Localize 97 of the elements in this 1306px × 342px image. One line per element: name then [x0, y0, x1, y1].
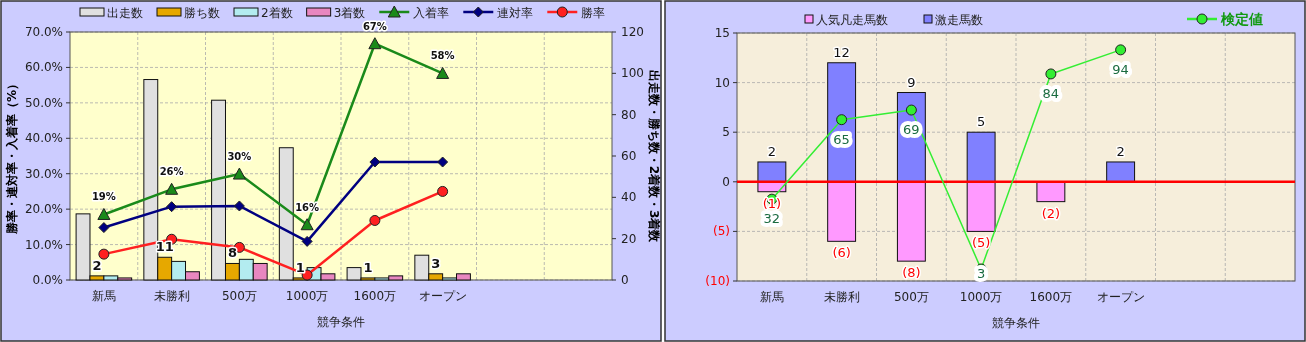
data-label: 8	[227, 245, 237, 261]
legend-label: 勝率	[581, 6, 606, 20]
bar	[757, 161, 787, 183]
y2-tick-label: 0	[621, 273, 629, 287]
legend-label: 勝ち数	[184, 6, 220, 20]
y2-tick-label: 80	[621, 107, 637, 122]
data-label: 2	[767, 143, 777, 159]
x-axis-title: 競争条件	[992, 316, 1040, 330]
point	[300, 218, 314, 231]
x-tick-label: 1600万	[1029, 290, 1073, 304]
y-tick-label: 0	[722, 174, 730, 189]
x-tick-label: オープン	[418, 289, 467, 303]
x-tick-label: 未勝利	[153, 289, 190, 303]
y-tick-label: 15	[714, 26, 730, 40]
x-tick-label: 500万	[221, 289, 257, 303]
data-label: 2	[1116, 143, 1125, 159]
y-tick-label: 40.0%	[24, 131, 63, 146]
bar	[896, 181, 926, 262]
data-label: 12	[833, 44, 850, 60]
y-tick-label: 60.0%	[24, 60, 63, 75]
y-tick-label: (10)	[705, 274, 730, 288]
y2-tick-label: 40	[621, 190, 637, 205]
data-label: 69	[903, 122, 920, 138]
data-label: 58%	[430, 50, 455, 62]
point	[436, 66, 450, 79]
y2-tick-label: 60	[621, 149, 637, 163]
data-label: 94	[1112, 61, 1129, 77]
bar	[966, 181, 996, 232]
x-tick-label: 500万	[893, 290, 929, 304]
point	[836, 114, 848, 126]
point	[369, 156, 381, 168]
data-label: 65	[833, 131, 850, 147]
legend-label: 入着率	[413, 6, 450, 20]
point	[232, 167, 246, 180]
point	[166, 201, 178, 213]
bar	[827, 181, 857, 242]
legend-label: 人気凡走馬数	[816, 13, 888, 27]
y-tick-label: 50.0%	[24, 95, 63, 110]
legend-label: 3着数	[333, 6, 366, 20]
bar	[966, 131, 996, 183]
point	[368, 37, 382, 50]
data-label: 19%	[91, 191, 116, 203]
y-axis-title: 勝率・連対率・入着率（%）	[5, 77, 19, 236]
point	[437, 156, 449, 168]
data-label: 1	[363, 259, 373, 275]
point	[437, 185, 449, 197]
data-label: 3	[431, 255, 441, 271]
point	[1045, 68, 1057, 80]
point	[1115, 44, 1127, 56]
legend-label: 激走馬数	[935, 13, 983, 27]
legend-label: 出走数	[107, 6, 143, 20]
x-tick-label: 1600万	[353, 289, 397, 303]
y-tick-label: 5	[722, 125, 730, 140]
data-label: 5	[976, 114, 986, 130]
y-tick-label: (5)	[713, 224, 730, 239]
data-label: 2	[92, 257, 102, 273]
point	[301, 235, 313, 247]
y2-axis-title: 出走数・勝ち数・2着数・3着数	[647, 69, 661, 244]
point	[98, 222, 110, 234]
x-tick-label: 1000万	[959, 290, 1003, 304]
y2-tick-label: 20	[621, 231, 637, 246]
point	[97, 207, 111, 220]
legend-label: 連対率	[497, 6, 534, 20]
y-tick-label: 10	[714, 75, 730, 90]
point	[905, 104, 917, 116]
data-label: 30%	[227, 151, 252, 163]
data-label: 26%	[159, 166, 184, 178]
data-label: 84	[1042, 85, 1060, 101]
point	[98, 248, 110, 260]
y2-tick-label: 100	[621, 66, 644, 81]
x-axis-title: 競争条件	[317, 315, 365, 329]
data-label: 9	[907, 74, 916, 90]
y-tick-label: 10.0%	[24, 237, 63, 252]
bar	[1036, 181, 1066, 203]
y-tick-label: 0.0%	[32, 273, 63, 287]
data-label: (6)	[832, 245, 851, 261]
x-tick-label: 1000万	[285, 289, 329, 303]
y-tick-label: 30.0%	[24, 166, 63, 181]
point	[165, 182, 179, 195]
data-label: 67%	[362, 20, 387, 32]
y-tick-label: 20.0%	[24, 202, 63, 217]
y2-tick-label: 120	[621, 25, 644, 39]
point	[369, 214, 381, 226]
legend-label: 2着数	[261, 6, 293, 20]
data-label: (5)	[971, 235, 991, 251]
bar	[1106, 161, 1136, 183]
x-tick-label: 新馬	[759, 290, 784, 304]
data-label: 1	[295, 259, 305, 275]
data-label: (2)	[1041, 205, 1061, 221]
legend-label: 検定値	[1220, 11, 1263, 27]
x-tick-label: 未勝利	[823, 290, 860, 304]
data-label: (8)	[902, 265, 921, 281]
x-tick-label: 新馬	[91, 289, 116, 303]
x-tick-label: オープン	[1096, 290, 1145, 304]
point	[233, 200, 245, 212]
data-label: 32	[763, 211, 781, 227]
y-tick-label: 70.0%	[24, 25, 63, 39]
